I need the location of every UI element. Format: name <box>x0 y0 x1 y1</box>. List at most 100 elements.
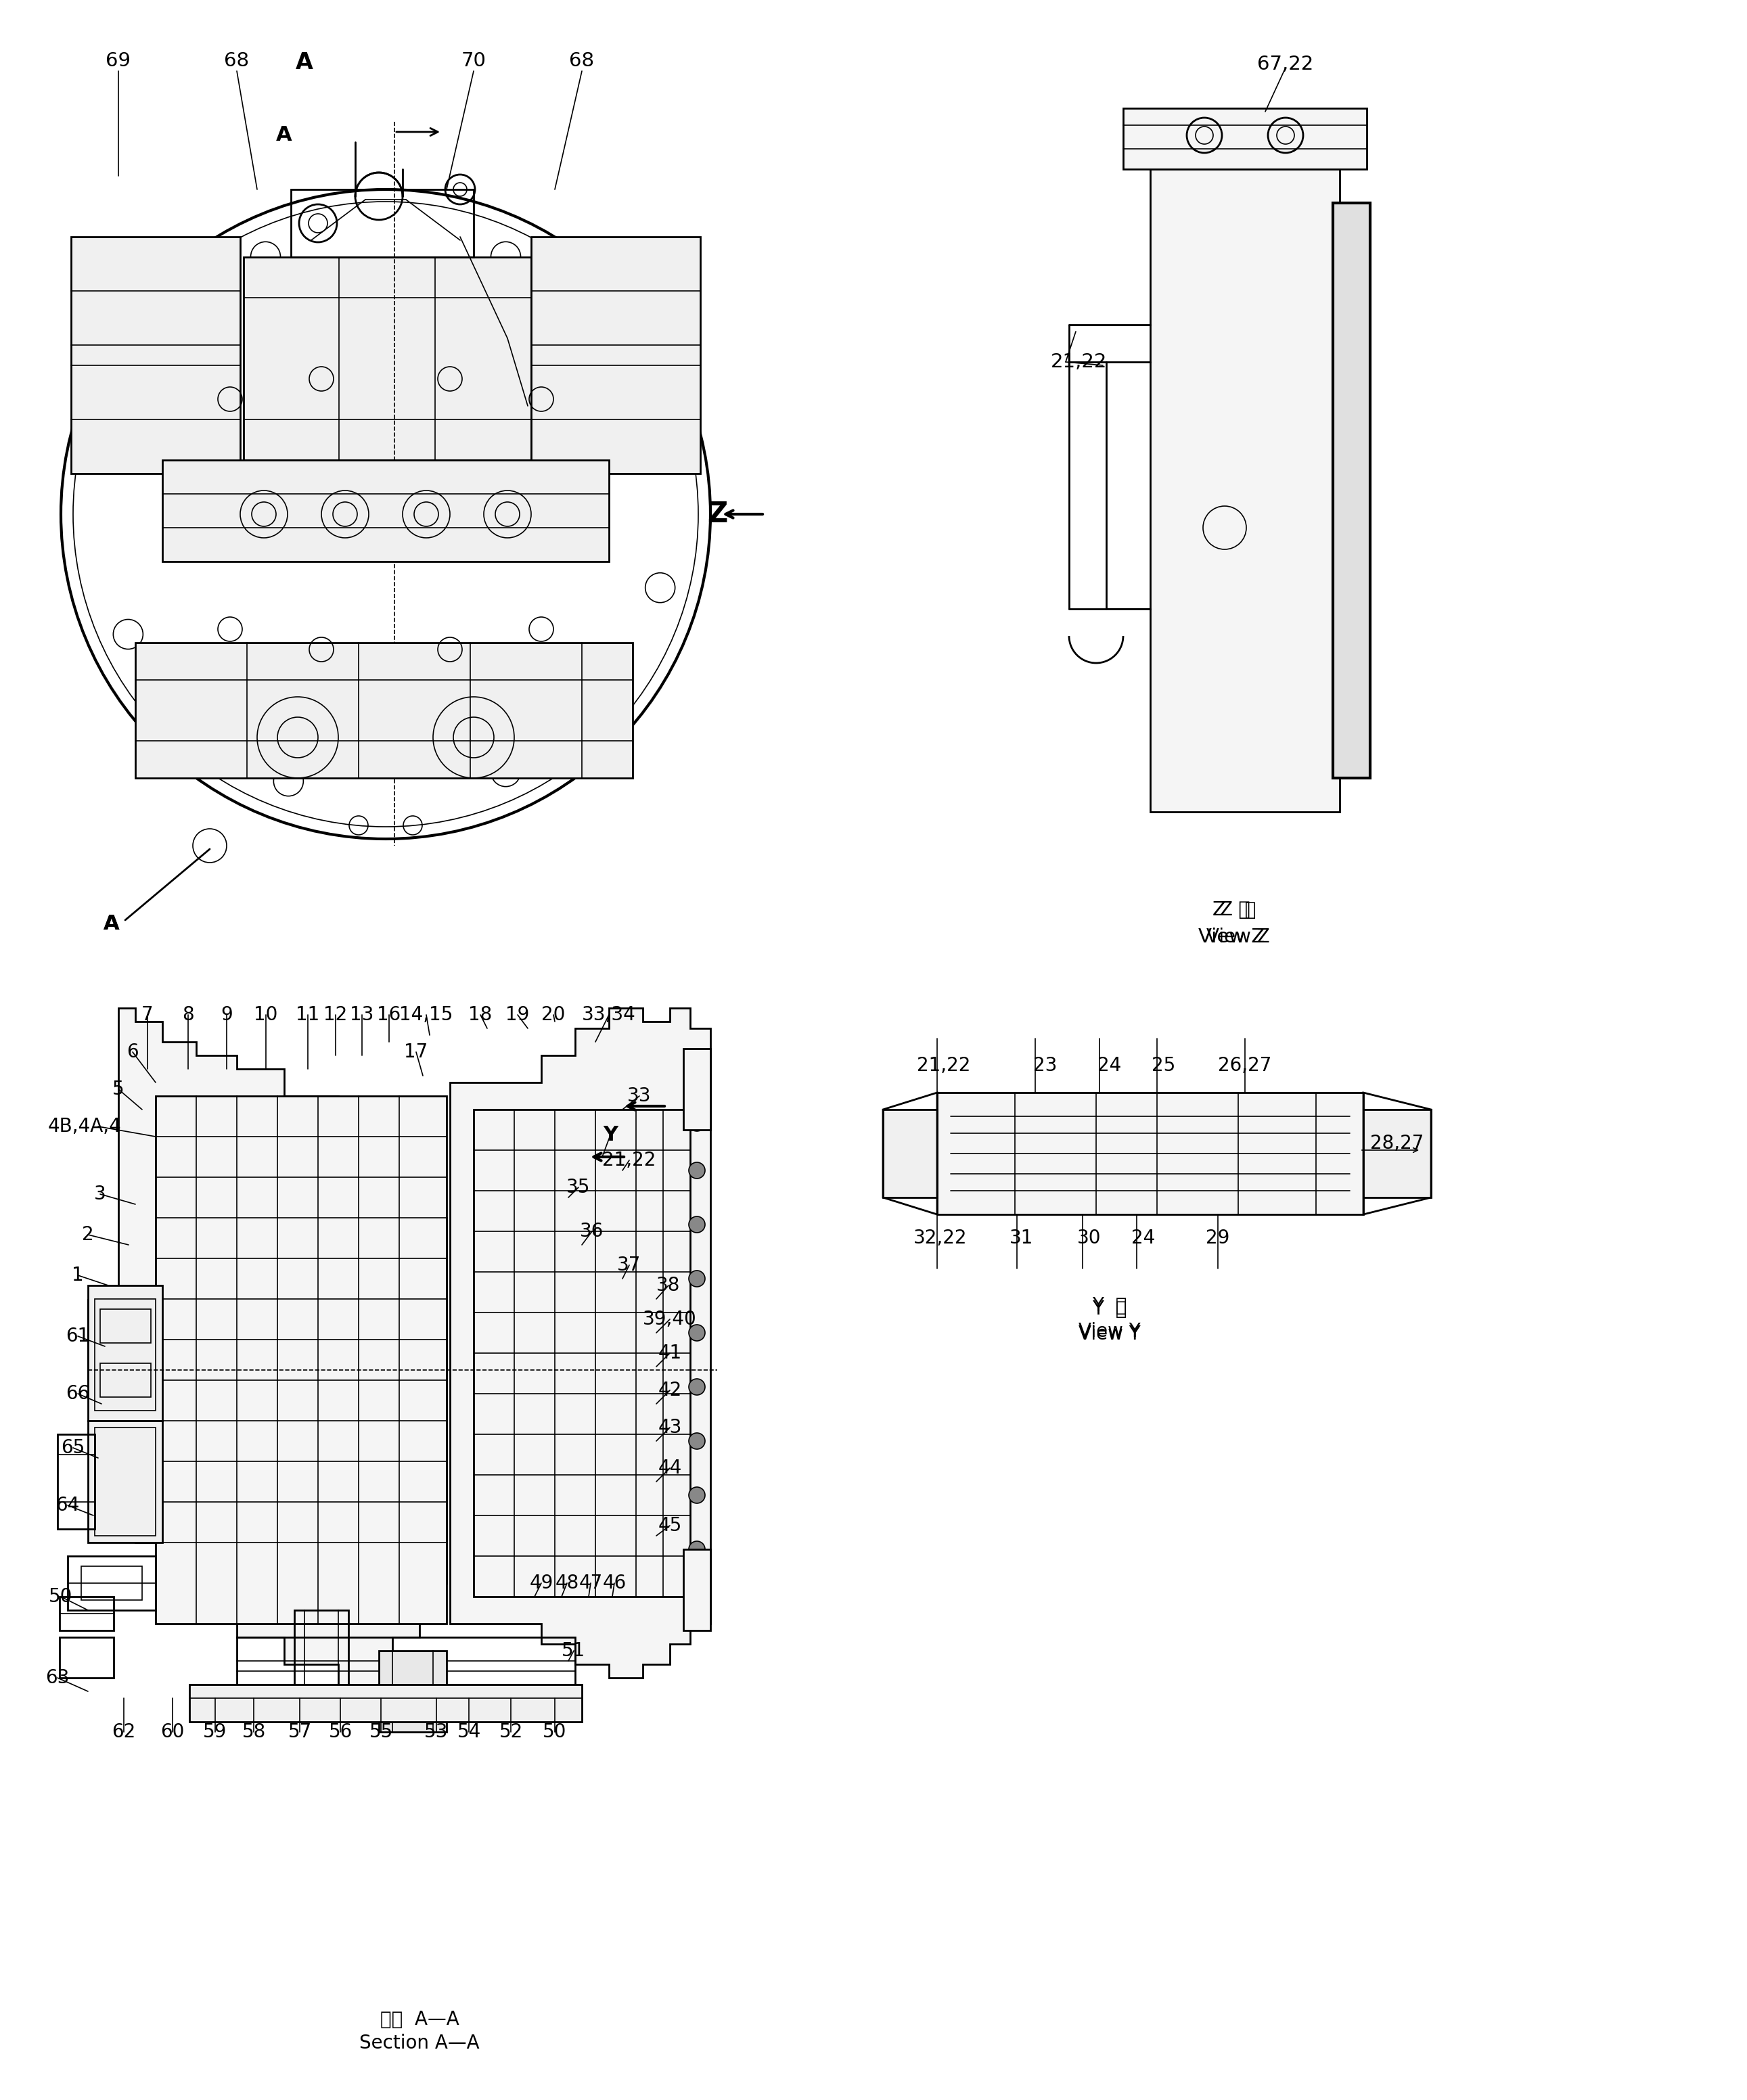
Text: 3: 3 <box>94 1184 107 1203</box>
Text: 6: 6 <box>126 1042 138 1060</box>
Text: 31: 31 <box>1010 1228 1034 1247</box>
Text: 17: 17 <box>404 1042 428 1060</box>
Bar <box>155 1096 447 1623</box>
Bar <box>94 1428 155 1535</box>
Text: 2: 2 <box>82 1224 94 1243</box>
Text: 4B,4A,4: 4B,4A,4 <box>47 1117 121 1136</box>
Text: 55: 55 <box>369 1722 393 1741</box>
Text: View Y: View Y <box>1078 1325 1141 1344</box>
Text: A: A <box>276 126 292 145</box>
Text: 1: 1 <box>72 1266 84 1285</box>
Text: 51: 51 <box>563 1642 585 1661</box>
Text: 50: 50 <box>49 1588 73 1606</box>
Text: 16: 16 <box>377 1006 402 1025</box>
Text: 61: 61 <box>66 1327 89 1346</box>
Circle shape <box>688 1161 706 1178</box>
Text: 43: 43 <box>659 1418 681 1436</box>
Text: View Y: View Y <box>1078 1323 1141 1342</box>
Bar <box>936 1092 1363 1214</box>
Text: 5: 5 <box>112 1079 124 1098</box>
Bar <box>100 1363 150 1397</box>
Circle shape <box>688 1216 706 1233</box>
Circle shape <box>688 1270 706 1287</box>
Text: 42: 42 <box>659 1382 681 1401</box>
Text: 38: 38 <box>657 1277 680 1296</box>
Bar <box>243 256 531 460</box>
Text: 47: 47 <box>578 1573 603 1592</box>
Text: 37: 37 <box>617 1256 641 1275</box>
Text: View Z: View Z <box>1207 928 1270 947</box>
Text: A: A <box>103 914 119 932</box>
Text: 20: 20 <box>542 1006 566 1025</box>
Text: 29: 29 <box>1205 1228 1230 1247</box>
Polygon shape <box>87 1008 447 1684</box>
Text: 14,15: 14,15 <box>400 1006 452 1025</box>
Text: 9: 9 <box>220 1006 232 1025</box>
Bar <box>683 1048 711 1130</box>
Text: 25: 25 <box>1151 1056 1176 1075</box>
Text: 62: 62 <box>112 1722 136 1741</box>
Text: 21,22: 21,22 <box>917 1056 971 1075</box>
Bar <box>80 1567 142 1600</box>
Text: 13: 13 <box>349 1006 374 1025</box>
Text: 19: 19 <box>505 1006 529 1025</box>
Text: 58: 58 <box>241 1722 266 1741</box>
Text: Y  視: Y 視 <box>1092 1300 1127 1319</box>
Text: 32,22: 32,22 <box>914 1228 968 1247</box>
Polygon shape <box>451 1008 711 1678</box>
Text: 67,22: 67,22 <box>1258 55 1314 74</box>
Text: 59: 59 <box>203 1722 227 1741</box>
Circle shape <box>688 1325 706 1342</box>
Text: Section A—A: Section A—A <box>360 2033 480 2052</box>
Text: Z  視: Z 視 <box>1212 901 1251 920</box>
Bar <box>72 237 239 475</box>
Text: 53: 53 <box>425 1722 449 1741</box>
Text: 60: 60 <box>161 1722 185 1741</box>
Text: 23: 23 <box>1034 1056 1057 1075</box>
Text: 39,40: 39,40 <box>643 1310 697 1329</box>
Circle shape <box>688 1487 706 1504</box>
Text: 11: 11 <box>295 1006 320 1025</box>
Text: 48: 48 <box>556 1573 578 1592</box>
Bar <box>292 189 473 256</box>
Text: 68: 68 <box>570 50 594 71</box>
Bar <box>162 460 610 561</box>
Bar <box>87 1422 162 1544</box>
Text: Z  視: Z 視 <box>1219 901 1256 920</box>
Text: 50: 50 <box>543 1722 566 1741</box>
Text: 24: 24 <box>1097 1056 1122 1075</box>
Text: 18: 18 <box>468 1006 493 1025</box>
Bar <box>94 1300 155 1411</box>
Text: 66: 66 <box>66 1384 89 1403</box>
Bar <box>59 1596 114 1630</box>
Text: 30: 30 <box>1078 1228 1101 1247</box>
Text: A: A <box>295 50 313 74</box>
Text: 57: 57 <box>288 1722 311 1741</box>
Text: 69: 69 <box>107 50 131 71</box>
Text: 断面  A—A: 断面 A—A <box>381 2010 459 2029</box>
Bar <box>68 1556 155 1611</box>
Bar <box>100 1308 150 1342</box>
Text: 64: 64 <box>56 1495 80 1514</box>
Text: 49: 49 <box>529 1573 554 1592</box>
Text: A: A <box>103 914 119 932</box>
Circle shape <box>688 1541 706 1558</box>
Bar <box>1333 204 1370 777</box>
Bar <box>58 1434 94 1529</box>
Text: 33,34: 33,34 <box>582 1006 636 1025</box>
Bar <box>238 1638 575 1690</box>
Text: 45: 45 <box>659 1516 681 1535</box>
Bar <box>189 1684 582 1722</box>
Text: 10: 10 <box>253 1006 278 1025</box>
Text: 7: 7 <box>142 1006 154 1025</box>
Text: 21,22: 21,22 <box>603 1151 657 1170</box>
Text: Y  視: Y 視 <box>1092 1296 1127 1315</box>
Text: 26,27: 26,27 <box>1218 1056 1272 1075</box>
Bar <box>87 1285 162 1422</box>
Text: Z: Z <box>708 500 727 529</box>
Text: 44: 44 <box>659 1460 681 1478</box>
Text: 68: 68 <box>224 50 250 71</box>
Bar <box>1150 170 1340 813</box>
Text: 41: 41 <box>659 1344 681 1363</box>
Text: 36: 36 <box>580 1222 604 1241</box>
